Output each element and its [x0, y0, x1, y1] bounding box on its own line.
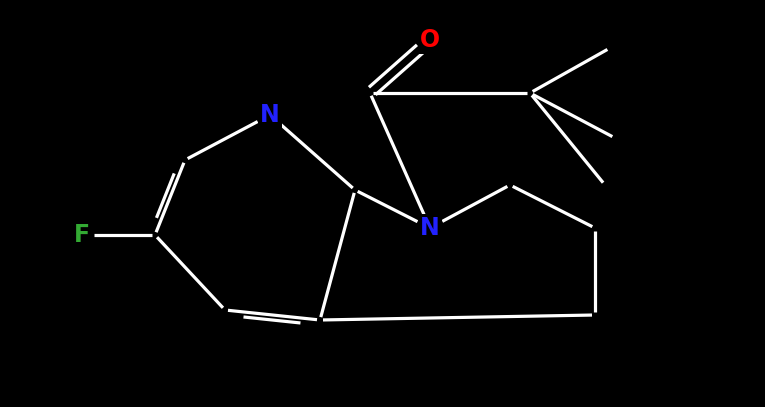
- Text: N: N: [260, 103, 280, 127]
- Text: N: N: [420, 216, 440, 240]
- Text: O: O: [420, 28, 440, 52]
- Text: F: F: [74, 223, 90, 247]
